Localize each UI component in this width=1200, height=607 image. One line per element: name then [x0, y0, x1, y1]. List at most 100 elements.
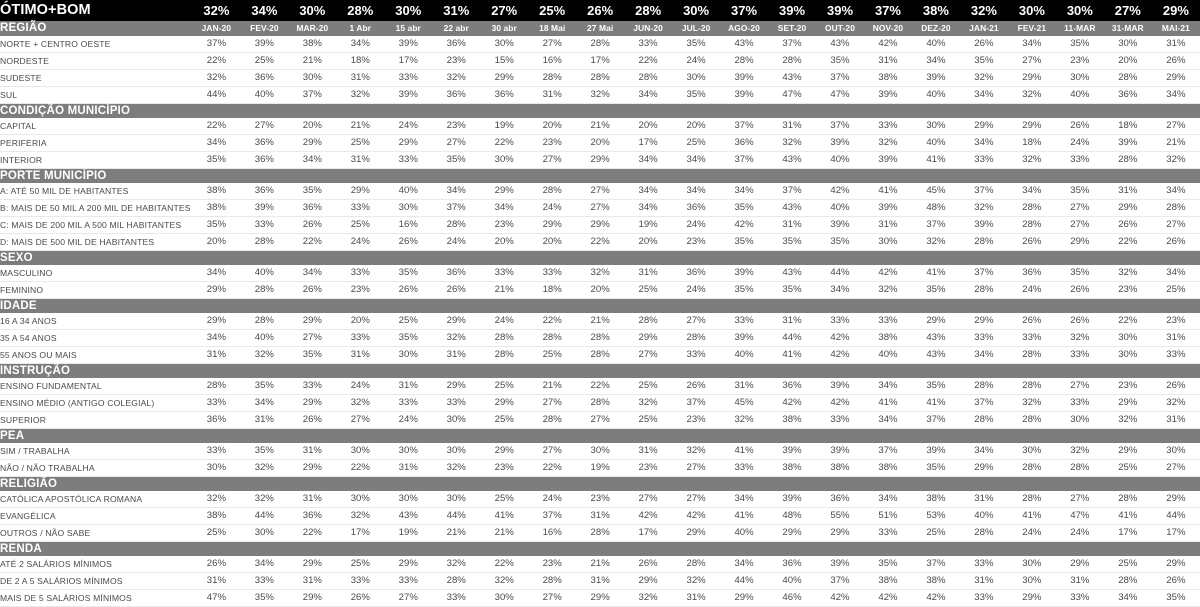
- cell-value: 26%: [672, 378, 721, 395]
- cell-value: 28%: [576, 36, 625, 53]
- column-header-period: 15 abr: [384, 21, 433, 36]
- section-header-row: RELIGIÃO: [0, 476, 1200, 491]
- cell-value: 40%: [768, 572, 817, 590]
- cell-value: 28%: [1151, 199, 1200, 217]
- cell-value: 27%: [1151, 216, 1200, 234]
- total-value: 30%: [1055, 0, 1104, 21]
- cell-value: 24%: [528, 491, 577, 508]
- section-header-regi-o: REGIÃO: [0, 21, 193, 36]
- cell-value: 28%: [959, 411, 1008, 429]
- cell-value: 28%: [1103, 151, 1152, 169]
- cell-value: 24%: [672, 216, 721, 234]
- total-value: 29%: [1151, 0, 1200, 21]
- cell-value: 19%: [624, 216, 673, 234]
- section-header-spacer: [1055, 250, 1104, 265]
- section-header-spacer: [624, 363, 673, 378]
- cell-value: 31%: [384, 378, 433, 395]
- cell-value: 24%: [336, 378, 385, 395]
- section-header-spacer: [192, 250, 241, 265]
- cell-value: 27%: [432, 134, 481, 152]
- cell-value: 30%: [432, 443, 481, 460]
- cell-value: 39%: [720, 69, 769, 87]
- total-value: 27%: [480, 0, 529, 21]
- cell-value: 44%: [240, 507, 289, 525]
- cell-value: 28%: [576, 394, 625, 412]
- cell-value: 28%: [480, 346, 529, 364]
- cell-value: 37%: [911, 556, 960, 573]
- cell-value: 36%: [240, 134, 289, 152]
- cell-value: 36%: [288, 507, 337, 525]
- cell-value: 16%: [528, 524, 577, 542]
- cell-value: 29%: [288, 556, 337, 573]
- cell-value: 36%: [672, 199, 721, 217]
- cell-value: 38%: [863, 572, 912, 590]
- section-header-spacer: [816, 476, 864, 491]
- section-header-spacer: [816, 298, 864, 313]
- cell-value: 41%: [863, 394, 912, 412]
- cell-value: 34%: [816, 281, 864, 299]
- section-header-spacer: [1007, 428, 1056, 443]
- section-header-spacer: [672, 541, 721, 556]
- cell-value: 28%: [1007, 199, 1056, 217]
- section-header-spacer: [672, 476, 721, 491]
- section-header-spacer: [863, 476, 912, 491]
- row-label: SIM / TRABALHA: [0, 443, 193, 460]
- cell-value: 24%: [1007, 281, 1056, 299]
- total-value: 38%: [911, 0, 960, 21]
- cell-value: 23%: [624, 459, 673, 477]
- row-label: NORTE + CENTRO OESTE: [0, 36, 193, 53]
- section-header-spacer: [288, 363, 337, 378]
- cell-value: 23%: [528, 134, 577, 152]
- cell-value: 32%: [432, 459, 481, 477]
- cell-value: 34%: [863, 491, 912, 508]
- section-header-spacer: [911, 103, 960, 118]
- cell-value: 26%: [1055, 281, 1104, 299]
- table-row: NÃO / NÃO TRABALHA 30% 32% 29% 22% 31% 32% 23% 2…: [0, 459, 1200, 477]
- cell-value: 30%: [1007, 556, 1056, 573]
- section-header-spacer: [576, 298, 625, 313]
- cell-value: 22%: [624, 52, 673, 70]
- section-header-spacer: [576, 363, 625, 378]
- cell-value: 32%: [959, 199, 1008, 217]
- cell-value: 28%: [432, 216, 481, 234]
- cell-value: 31%: [288, 443, 337, 460]
- cell-value: 44%: [1151, 507, 1200, 525]
- cell-value: 31%: [432, 346, 481, 364]
- cell-value: 21%: [336, 118, 385, 135]
- cell-value: 26%: [1151, 52, 1200, 70]
- section-header-spacer: [1055, 428, 1104, 443]
- cell-value: 35%: [192, 216, 241, 234]
- cell-value: 30%: [384, 346, 433, 364]
- cell-value: 31%: [240, 411, 289, 429]
- section-header-spacer: [863, 541, 912, 556]
- cell-value: 20%: [480, 233, 529, 251]
- cell-value: 26%: [384, 233, 433, 251]
- cell-value: 29%: [768, 524, 817, 542]
- cell-value: 25%: [384, 313, 433, 330]
- cell-value: 39%: [911, 69, 960, 87]
- section-header-spacer: [384, 250, 433, 265]
- cell-value: 36%: [1103, 86, 1152, 104]
- cell-value: 38%: [816, 459, 864, 477]
- cell-value: 33%: [192, 394, 241, 412]
- total-value: 30%: [384, 0, 433, 21]
- cell-value: 28%: [959, 281, 1008, 299]
- section-header-spacer: [384, 428, 433, 443]
- cell-value: 39%: [240, 36, 289, 53]
- cell-value: 17%: [384, 52, 433, 70]
- cell-value: 32%: [240, 491, 289, 508]
- table-row: ATÉ 2 SALÁRIOS MÍNIMOS 26% 34% 29% 25% 29% 32%…: [0, 556, 1200, 573]
- table-row: CATÓLICA APOSTÓLICA ROMANA 32% 32% 31% 30% 30…: [0, 491, 1200, 508]
- cell-value: 40%: [720, 346, 769, 364]
- cell-value: 29%: [336, 183, 385, 200]
- cell-value: 40%: [240, 86, 289, 104]
- cell-value: 43%: [816, 36, 864, 53]
- cell-value: 36%: [816, 491, 864, 508]
- cell-value: 35%: [911, 459, 960, 477]
- section-header-spacer: [528, 476, 577, 491]
- cell-value: 29%: [672, 524, 721, 542]
- cell-value: 38%: [192, 183, 241, 200]
- cell-value: 39%: [816, 216, 864, 234]
- cell-value: 29%: [528, 216, 577, 234]
